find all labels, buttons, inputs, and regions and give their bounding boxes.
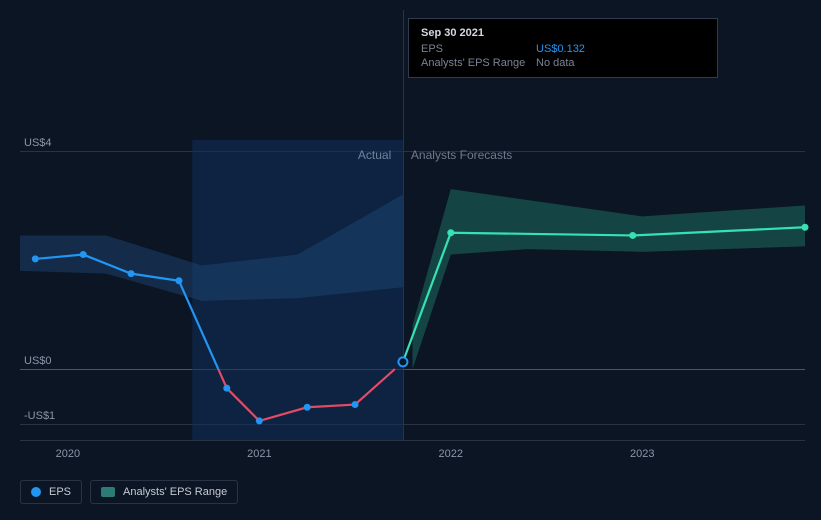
- forecast-range-band: [413, 189, 806, 369]
- current-data-point: [398, 357, 407, 366]
- legend-item-eps[interactable]: EPS: [20, 480, 82, 504]
- legend-label: Analysts' EPS Range: [123, 486, 227, 498]
- chart-tooltip: Sep 30 2021 EPS US$0.132 Analysts' EPS R…: [408, 18, 718, 78]
- tooltip-value: US$0.132: [536, 43, 585, 55]
- tooltip-key: Analysts' EPS Range: [421, 57, 536, 69]
- legend-label: EPS: [49, 486, 71, 498]
- legend-swatch-band: [101, 487, 115, 497]
- chart-legend: EPS Analysts' EPS Range: [20, 480, 238, 504]
- tooltip-value: No data: [536, 57, 575, 69]
- legend-item-range[interactable]: Analysts' EPS Range: [90, 480, 238, 504]
- tooltip-date: Sep 30 2021: [421, 27, 705, 39]
- legend-swatch-dot: [31, 487, 41, 497]
- tooltip-key: EPS: [421, 43, 536, 55]
- eps-chart[interactable]: [0, 0, 821, 520]
